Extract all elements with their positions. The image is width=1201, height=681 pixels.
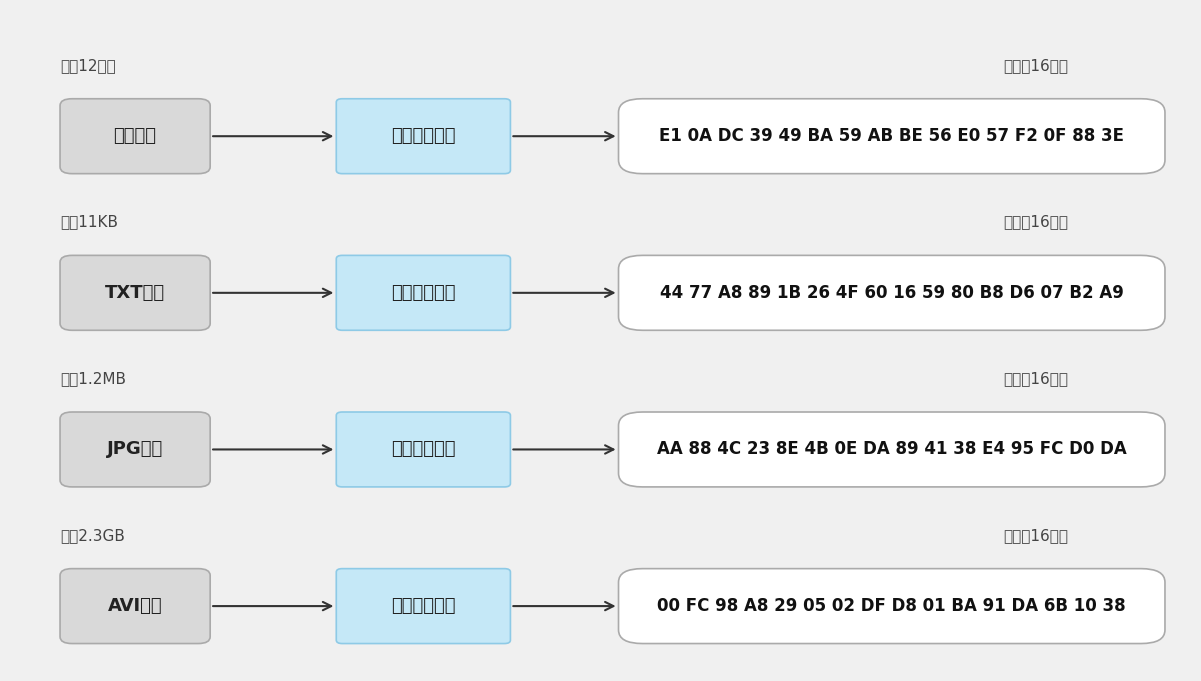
Text: TXT文件: TXT文件 — [104, 284, 166, 302]
Text: 单向散列函数: 单向散列函数 — [392, 284, 455, 302]
FancyBboxPatch shape — [619, 255, 1165, 330]
Text: 单向散列函数: 单向散列函数 — [392, 597, 455, 615]
Text: 散列值16字节: 散列值16字节 — [1003, 371, 1069, 386]
FancyBboxPatch shape — [336, 99, 510, 174]
Text: 00 FC 98 A8 29 05 02 DF D8 01 BA 91 DA 6B 10 38: 00 FC 98 A8 29 05 02 DF D8 01 BA 91 DA 6… — [657, 597, 1127, 615]
FancyBboxPatch shape — [619, 412, 1165, 487]
FancyBboxPatch shape — [60, 569, 210, 644]
FancyBboxPatch shape — [336, 412, 510, 487]
Text: 消息1.2MB: 消息1.2MB — [60, 371, 126, 386]
Text: JPG文件: JPG文件 — [107, 441, 163, 458]
Text: 单向散列函数: 单向散列函数 — [392, 441, 455, 458]
FancyBboxPatch shape — [619, 569, 1165, 644]
Text: 消息11KB: 消息11KB — [60, 215, 118, 229]
Text: 用户密码: 用户密码 — [114, 127, 156, 145]
Text: 散列值16字节: 散列值16字节 — [1003, 528, 1069, 543]
Text: 散列值16字节: 散列值16字节 — [1003, 215, 1069, 229]
Text: 消息12字节: 消息12字节 — [60, 58, 115, 73]
FancyBboxPatch shape — [336, 255, 510, 330]
Text: E1 0A DC 39 49 BA 59 AB BE 56 E0 57 F2 0F 88 3E: E1 0A DC 39 49 BA 59 AB BE 56 E0 57 F2 0… — [659, 127, 1124, 145]
Text: 44 77 A8 89 1B 26 4F 60 16 59 80 B8 D6 07 B2 A9: 44 77 A8 89 1B 26 4F 60 16 59 80 B8 D6 0… — [659, 284, 1124, 302]
FancyBboxPatch shape — [60, 255, 210, 330]
Text: 散列值16字节: 散列值16字节 — [1003, 58, 1069, 73]
FancyBboxPatch shape — [336, 569, 510, 644]
Text: 消息2.3GB: 消息2.3GB — [60, 528, 125, 543]
Text: AA 88 4C 23 8E 4B 0E DA 89 41 38 E4 95 FC D0 DA: AA 88 4C 23 8E 4B 0E DA 89 41 38 E4 95 F… — [657, 441, 1127, 458]
FancyBboxPatch shape — [619, 99, 1165, 174]
FancyBboxPatch shape — [60, 99, 210, 174]
Text: AVI文件: AVI文件 — [108, 597, 162, 615]
FancyBboxPatch shape — [60, 412, 210, 487]
Text: 单向散列函数: 单向散列函数 — [392, 127, 455, 145]
